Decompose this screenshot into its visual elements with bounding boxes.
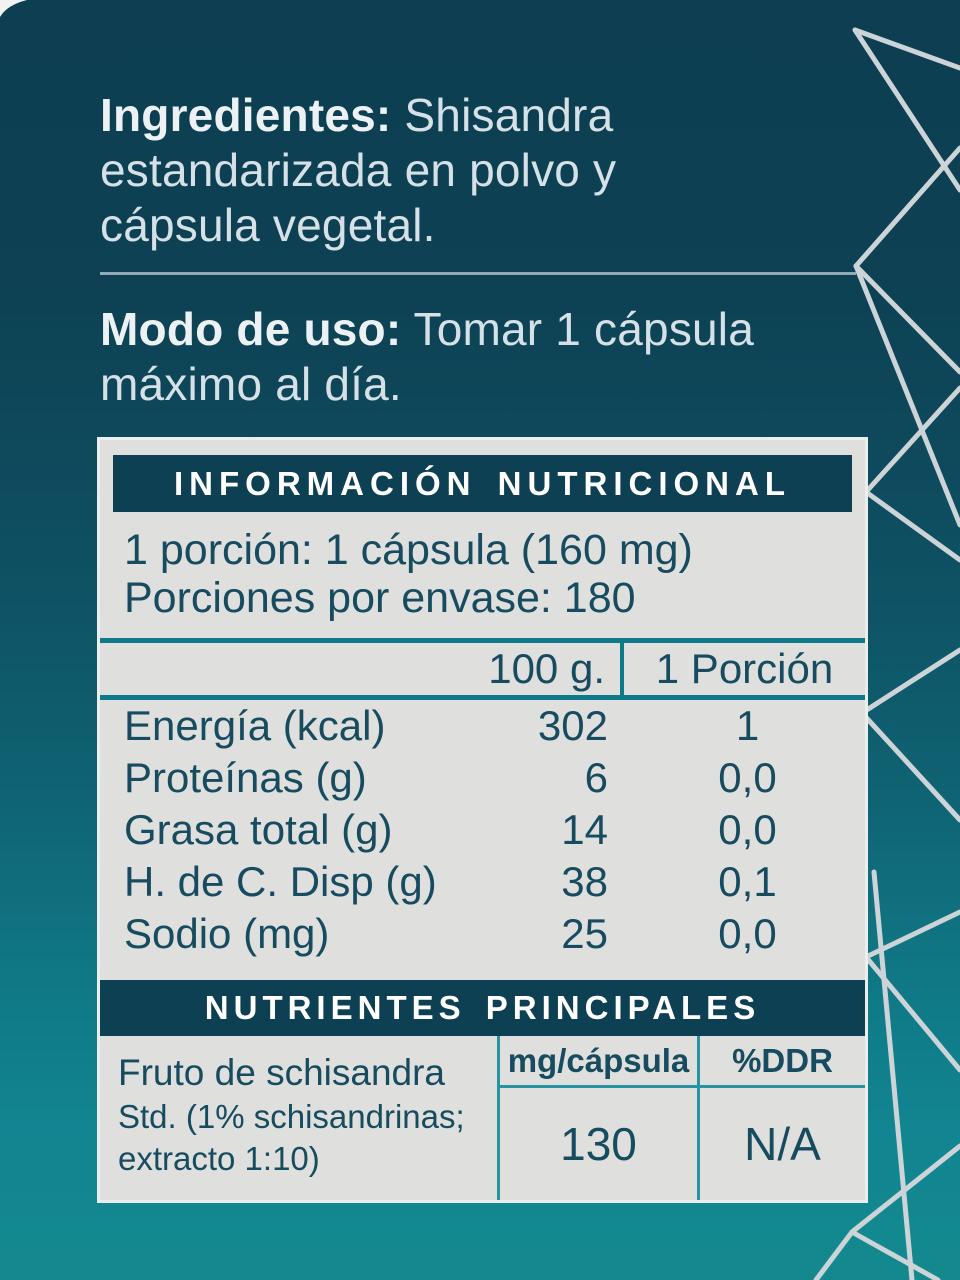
section-divider xyxy=(100,272,856,275)
teal-rule-top xyxy=(100,638,865,643)
row-value-100g: 6 xyxy=(584,754,608,801)
ingredients-line1: Shisandra xyxy=(391,89,614,141)
row-label: Energía (kcal) xyxy=(124,702,386,749)
serving-size: 1 porción: 1 cápsula (160 mg) xyxy=(124,526,693,574)
row-value-porcion: 0,0 xyxy=(718,754,777,801)
table-row: H. de C. Disp (g) 38 0,1 xyxy=(100,856,865,908)
nutrient-name-line3: extracto 1:10) xyxy=(118,1140,320,1177)
nutrient-name-line2: Std. (1% schisandrinas; xyxy=(118,1098,465,1135)
ingredients-label: Ingredientes: xyxy=(100,89,392,141)
column-header-100g: 100 g. xyxy=(488,645,605,692)
ingredients-line2: estandarizada en polvo y xyxy=(100,144,617,196)
nutrient-ddr-value: N/A xyxy=(697,1088,865,1200)
nutrition-table-title: INFORMACIÓN NUTRICIONAL xyxy=(113,455,852,512)
nutrients-table-title: NUTRIENTES PRINCIPALES xyxy=(100,980,865,1036)
row-label: Grasa total (g) xyxy=(124,806,393,853)
table-row: Sodio (mg) 25 0,0 xyxy=(100,908,865,960)
nutrition-rows: Energía (kcal) 302 1 Proteínas (g) 6 0,0… xyxy=(100,700,865,960)
row-value-100g: 38 xyxy=(561,858,608,905)
nutrition-facts-table: INFORMACIÓN NUTRICIONAL 1 porción: 1 cáp… xyxy=(97,437,868,1203)
nutrient-name-cell: Fruto de schisandra Std. (1% schisandrin… xyxy=(100,1036,497,1200)
usage-line1: Tomar 1 cápsula xyxy=(401,303,755,355)
row-value-100g: 14 xyxy=(561,806,608,853)
column-header-row: 100 g. 1 Porción xyxy=(100,643,865,695)
ingredients-line3: cápsula vegetal. xyxy=(100,199,436,251)
column-header-ddr: %DDR xyxy=(697,1036,865,1088)
usage-line2: máximo al día. xyxy=(100,358,402,410)
servings-per-container: Porciones por envase: 180 xyxy=(124,574,636,622)
column-divider xyxy=(620,643,624,695)
row-value-100g: 302 xyxy=(537,702,608,749)
nutrient-mg-value: 130 xyxy=(497,1088,697,1200)
row-value-100g: 25 xyxy=(561,910,608,957)
row-label: H. de C. Disp (g) xyxy=(124,858,437,905)
nutrient-name-line1: Fruto de schisandra xyxy=(118,1052,446,1093)
teal-rule-bottom xyxy=(100,695,865,700)
row-value-porcion: 0,0 xyxy=(718,806,777,853)
serving-info: 1 porción: 1 cápsula (160 mg) Porciones … xyxy=(100,526,865,622)
row-value-porcion: 0,0 xyxy=(718,910,777,957)
usage-paragraph: Modo de uso: Tomar 1 cápsula máximo al d… xyxy=(100,302,754,412)
row-value-porcion: 1 xyxy=(735,702,760,749)
ingredients-paragraph: Ingredientes: Shisandra estandarizada en… xyxy=(100,88,616,253)
table-row: Grasa total (g) 14 0,0 xyxy=(100,804,865,856)
table-row: Proteínas (g) 6 0,0 xyxy=(100,752,865,804)
row-value-porcion: 0,1 xyxy=(718,858,777,905)
usage-label: Modo de uso: xyxy=(100,303,402,355)
main-nutrients-grid: Fruto de schisandra Std. (1% schisandrin… xyxy=(100,1036,865,1200)
rounded-corner-cutout xyxy=(0,0,27,17)
column-header-mg-capsula: mg/cápsula xyxy=(497,1036,697,1088)
row-label: Proteínas (g) xyxy=(124,754,367,801)
row-label: Sodio (mg) xyxy=(124,910,330,957)
column-header-porcion: 1 Porción xyxy=(655,645,834,692)
table-row: Energía (kcal) 302 1 xyxy=(100,700,865,752)
